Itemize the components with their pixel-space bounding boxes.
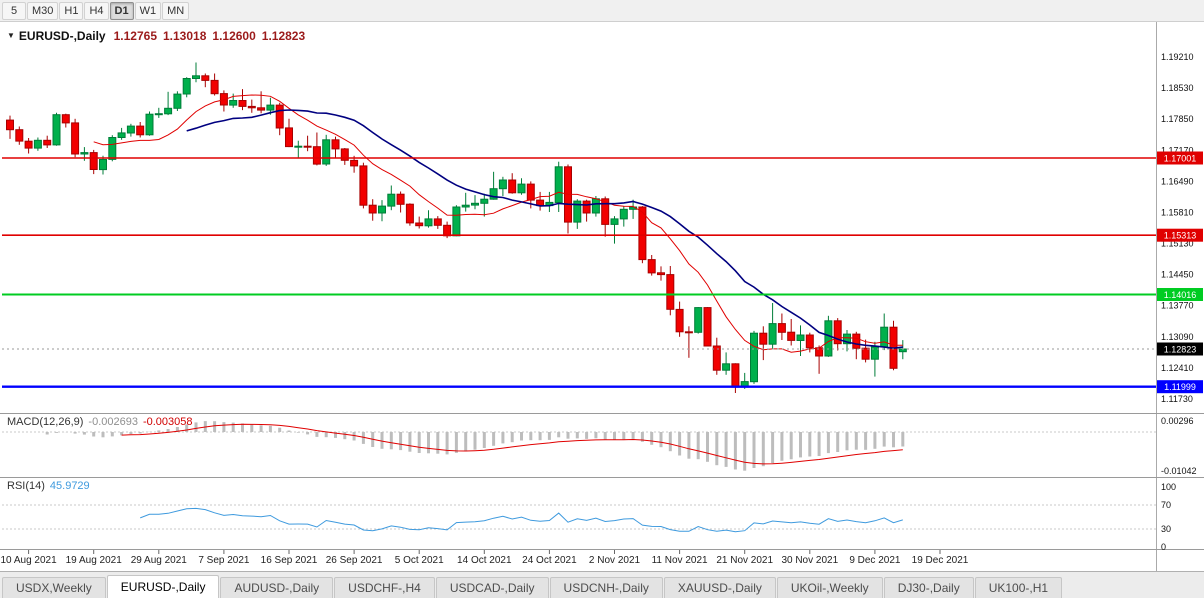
svg-text:1.11730: 1.11730 [1161, 394, 1193, 404]
svg-text:100: 100 [1161, 482, 1176, 492]
svg-text:1.15130: 1.15130 [1161, 239, 1194, 249]
macd-signal-value: -0.003058 [142, 416, 193, 428]
timeframe-toolbar: 5 M30 H1 H4 D1 W1 MN [0, 0, 1204, 22]
date-axis: 10 Aug 2021 19 Aug 2021 29 Aug 2021 7 Sep 2… [1, 550, 969, 566]
svg-text:30: 30 [1161, 524, 1171, 534]
rsi-indicator-label: RSI(14) 45.9729 [7, 480, 90, 492]
tab-ukoil-weekly[interactable]: UKOil-,Weekly [776, 577, 883, 598]
svg-text:9 Dec 2021: 9 Dec 2021 [849, 555, 901, 566]
macd-name: MACD(12,26,9) [7, 416, 84, 428]
symbol-label: EURUSD-,Daily [18, 29, 106, 43]
price-axis: 1.19210 1.18530 1.17850 1.17170 1.16490 1.158… [1156, 22, 1203, 571]
svg-text:70: 70 [1161, 500, 1171, 510]
svg-text:19 Dec 2021: 19 Dec 2021 [912, 555, 969, 566]
svg-text:1.13090: 1.13090 [1161, 332, 1194, 342]
chart-tab-bar: USDX,Weekly EURUSD-,Daily AUDUSD-,Daily USD… [0, 571, 1204, 598]
chart-title: ▼ EURUSD-,Daily 1.12765 1.13018 1.12600 1.128… [7, 29, 311, 43]
timeframe-button-m30[interactable]: M30 [27, 1, 59, 20]
svg-text:29 Aug 2021: 29 Aug 2021 [131, 555, 188, 566]
high-value: 1.13018 [163, 29, 207, 43]
collapse-triangle-icon: ▼ [7, 31, 15, 40]
chart-canvas[interactable]: 1.19210 1.18530 1.17850 1.17170 1.16490 1.158… [0, 22, 1204, 571]
timeframe-button-h1[interactable]: H1 [59, 1, 84, 20]
svg-text:1.13770: 1.13770 [1161, 301, 1194, 311]
svg-text:5 Oct 2021: 5 Oct 2021 [395, 555, 444, 566]
svg-text:21 Nov 2021: 21 Nov 2021 [716, 555, 773, 566]
svg-text:1.15810: 1.15810 [1161, 207, 1194, 217]
svg-text:-0.01042: -0.01042 [1161, 466, 1197, 476]
svg-text:19 Aug 2021: 19 Aug 2021 [66, 555, 123, 566]
rsi-panel: 100 70 30 0 [2, 482, 1176, 552]
tab-xauusd-daily[interactable]: XAUUSD-,Daily [663, 577, 776, 598]
svg-text:1.19210: 1.19210 [1161, 52, 1194, 62]
macd-indicator-label: MACD(12,26,9) -0.002693 -0.003058 [7, 416, 193, 428]
svg-text:2 Nov 2021: 2 Nov 2021 [589, 555, 641, 566]
svg-text:1.16490: 1.16490 [1161, 176, 1194, 186]
svg-text:14 Oct 2021: 14 Oct 2021 [457, 555, 512, 566]
svg-text:1.11999: 1.11999 [1164, 382, 1196, 392]
macd-panel: 0.00296 -0.01042 [2, 416, 1197, 476]
svg-text:1.18530: 1.18530 [1161, 83, 1194, 93]
svg-text:16 Sep 2021: 16 Sep 2021 [261, 555, 318, 566]
svg-text:1.14450: 1.14450 [1161, 270, 1194, 280]
timeframe-button-h4[interactable]: H4 [84, 1, 109, 20]
timeframe-button-mn[interactable]: MN [162, 1, 190, 20]
macd-main-value: -0.002693 [88, 416, 138, 428]
tab-usdcad-daily[interactable]: USDCAD-,Daily [435, 577, 549, 598]
timeframe-button-5[interactable]: 5 [2, 1, 26, 20]
svg-text:1.17170: 1.17170 [1161, 145, 1194, 155]
svg-text:10 Aug 2021: 10 Aug 2021 [1, 555, 58, 566]
tab-audusd-daily[interactable]: AUDUSD-,Daily [220, 577, 334, 598]
svg-text:11 Nov 2021: 11 Nov 2021 [652, 555, 708, 566]
svg-text:1.17001: 1.17001 [1164, 154, 1197, 164]
svg-text:0: 0 [1161, 542, 1166, 552]
rsi-name: RSI(14) [7, 480, 45, 492]
svg-text:1.12823: 1.12823 [1164, 345, 1197, 355]
svg-text:26 Sep 2021: 26 Sep 2021 [326, 555, 383, 566]
tab-usdchf-h4[interactable]: USDCHF-,H4 [334, 577, 435, 598]
close-value: 1.12823 [261, 29, 306, 43]
tab-usdx-weekly[interactable]: USDX,Weekly [2, 577, 106, 598]
svg-text:1.12410: 1.12410 [1161, 363, 1194, 373]
tab-dj30-daily[interactable]: DJ30-,Daily [883, 577, 974, 598]
timeframe-button-d1[interactable]: D1 [109, 1, 134, 20]
svg-text:30 Nov 2021: 30 Nov 2021 [781, 555, 838, 566]
rsi-value: 45.9729 [49, 480, 90, 492]
svg-text:7 Sep 2021: 7 Sep 2021 [198, 555, 250, 566]
svg-text:1.15313: 1.15313 [1164, 231, 1197, 241]
svg-text:0.00296: 0.00296 [1161, 416, 1194, 426]
tab-eurusd-daily[interactable]: EURUSD-,Daily [106, 575, 220, 598]
open-value: 1.12765 [113, 29, 157, 43]
svg-text:1.14016: 1.14016 [1164, 290, 1197, 300]
tab-uk100-h1[interactable]: UK100-,H1 [974, 577, 1063, 598]
horizontal-level-lines[interactable] [2, 157, 1156, 388]
low-value: 1.12600 [212, 29, 256, 43]
svg-text:1.17850: 1.17850 [1161, 114, 1194, 124]
tab-usdcnh-daily[interactable]: USDCNH-,Daily [549, 577, 663, 598]
svg-text:24 Oct 2021: 24 Oct 2021 [522, 555, 577, 566]
timeframe-button-w1[interactable]: W1 [134, 1, 162, 20]
